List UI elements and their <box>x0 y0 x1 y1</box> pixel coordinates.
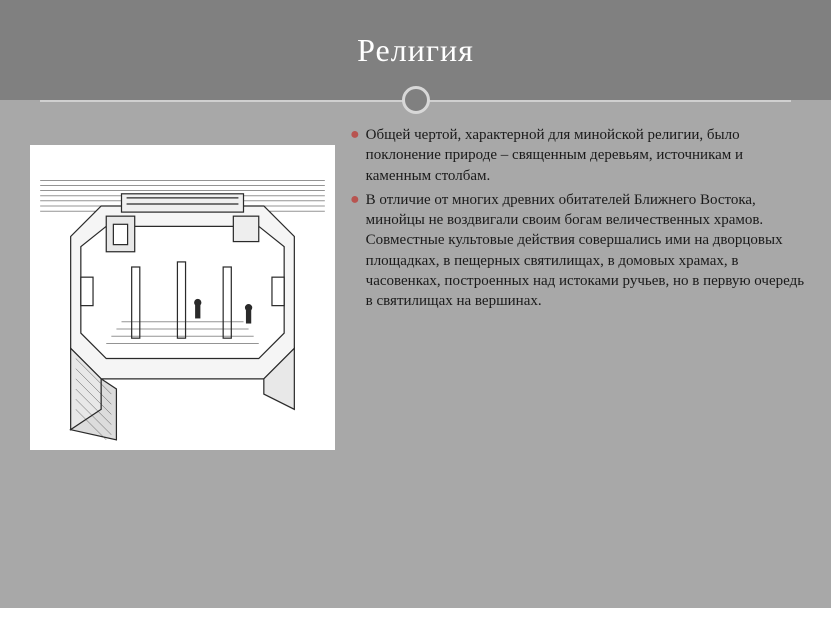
content-area: ● Общей чертой, характерной для минойско… <box>0 115 831 623</box>
bullet-text: В отличие от многих древних обитателей Б… <box>366 190 806 312</box>
list-item: ● В отличие от многих древних обитателей… <box>350 190 806 312</box>
title-bar: Религия <box>0 0 831 100</box>
divider-circle-icon <box>402 86 430 114</box>
bullet-list: ● Общей чертой, характерной для минойско… <box>350 125 806 315</box>
bullet-icon: ● <box>350 125 360 186</box>
architectural-sketch-icon <box>30 145 335 450</box>
bottom-margin <box>0 608 831 623</box>
bullet-text: Общей чертой, характерной для минойской … <box>366 125 806 186</box>
slide-title: Религия <box>357 32 474 69</box>
illustration-box <box>30 145 335 450</box>
list-item: ● Общей чертой, характерной для минойско… <box>350 125 806 186</box>
bullet-icon: ● <box>350 190 360 312</box>
slide-container: Религия <box>0 0 831 623</box>
